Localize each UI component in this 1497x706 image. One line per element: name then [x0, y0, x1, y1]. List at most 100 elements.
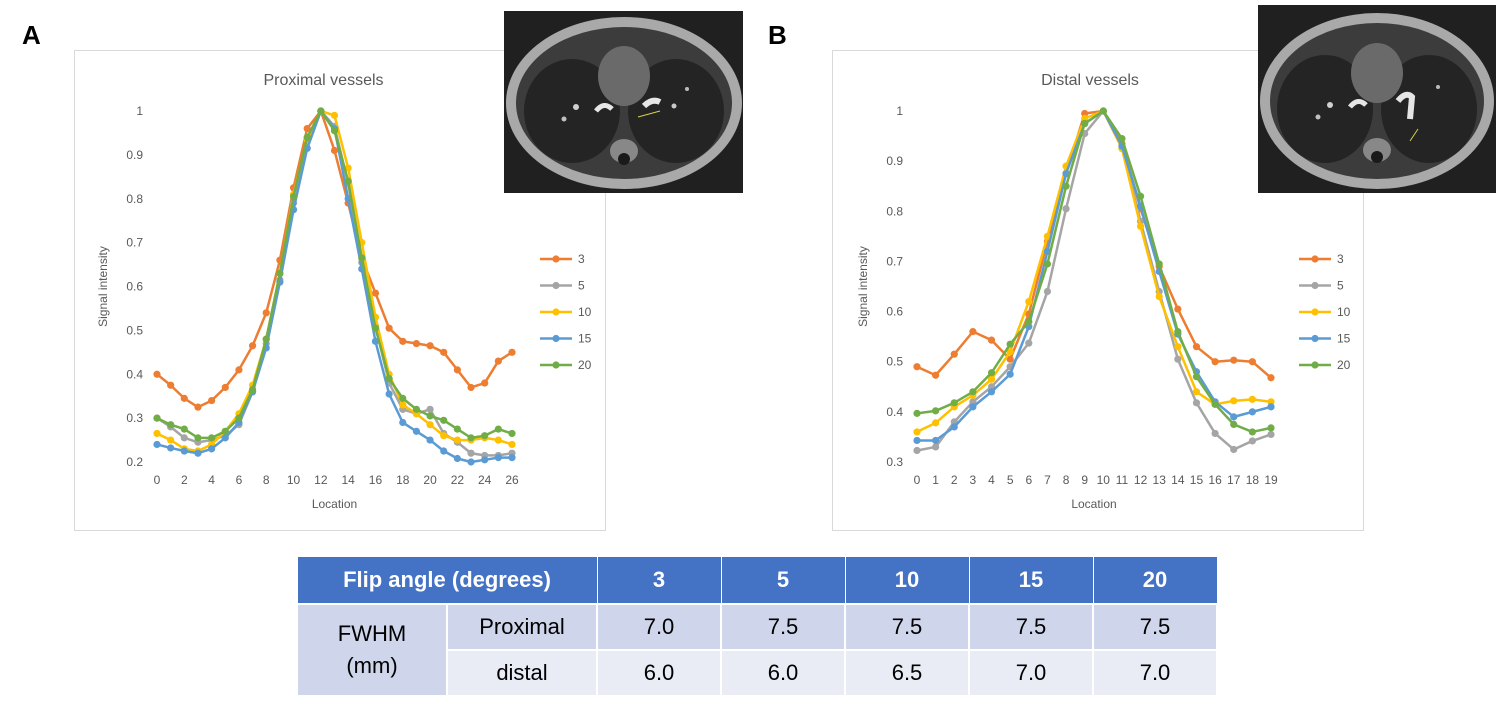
y-tick-label: 0.7 [126, 236, 143, 250]
x-tick-label: 5 [1007, 473, 1014, 487]
x-tick-label: 4 [208, 473, 215, 487]
data-point [276, 269, 284, 277]
data-point [153, 370, 161, 378]
data-point [1230, 420, 1238, 428]
data-point [358, 254, 366, 262]
legend-marker [552, 361, 560, 369]
data-point [1081, 114, 1089, 123]
data-point [1006, 355, 1014, 363]
y-tick-label: 0.2 [126, 455, 143, 469]
data-point [481, 379, 489, 387]
data-point [167, 436, 175, 444]
data-point [385, 390, 393, 398]
data-point [330, 127, 339, 135]
data-point [221, 427, 229, 435]
series-line-20 [916, 109, 1272, 434]
data-point [194, 449, 202, 457]
flip-angle-header: Flip angle (degrees) [296, 556, 598, 605]
data-point [932, 443, 940, 451]
table-cell: 7.0 [968, 649, 1094, 697]
distal-vessels-chart: Distal vessels 0.3 0.4 0.5 0.6 0.7 0.8 0.9 1 Sign… [856, 72, 1351, 511]
legend-marker [1311, 361, 1319, 369]
legend-label: 10 [578, 305, 592, 319]
data-point [399, 337, 407, 345]
x-tick-label: 2 [951, 473, 958, 487]
x-tick-label: 26 [505, 473, 519, 487]
proximal-vessels-chart: Proximal vessels 0.2 0.3 0.4 0.5 0.6 0.7 0.8 0.9… [96, 72, 592, 511]
data-point [194, 403, 202, 411]
legend-marker [1311, 281, 1319, 290]
data-point [1136, 222, 1145, 230]
data-point [303, 124, 311, 133]
data-point [412, 339, 421, 348]
data-point [453, 436, 461, 444]
data-point [1062, 205, 1070, 213]
data-point [453, 366, 461, 374]
data-point [467, 383, 475, 392]
y-tick-label: 0.3 [886, 455, 903, 469]
y-tick-label: 0.6 [126, 280, 143, 294]
panel-a-label: A [22, 20, 41, 50]
data-point [1230, 356, 1238, 364]
data-point [385, 375, 393, 383]
data-point [1248, 395, 1256, 403]
data-point [913, 409, 921, 417]
mri-inset-proximal [504, 11, 743, 193]
table-row: distal 6.0 6.0 6.5 7.0 7.0 [297, 649, 1218, 697]
y-tick-label: 0.7 [886, 254, 903, 268]
x-tick-label: 6 [1025, 473, 1032, 487]
data-point [235, 414, 243, 422]
data-point [1043, 287, 1052, 296]
table-cell: 6.0 [720, 649, 846, 697]
data-point [932, 407, 940, 415]
flip-angle-cell: 20 [1092, 556, 1218, 605]
x-tick-label: 24 [478, 473, 492, 487]
x-tick-label: 7 [1044, 473, 1051, 487]
x-tick-label: 18 [1246, 473, 1260, 487]
data-point [494, 454, 502, 462]
data-point [208, 445, 216, 453]
mri-scan-image [504, 11, 743, 193]
data-point [262, 335, 270, 343]
data-point [932, 419, 940, 427]
data-point [440, 348, 448, 356]
data-point [1248, 437, 1256, 445]
data-point [1043, 232, 1052, 240]
table-cell: 6.0 [596, 649, 722, 697]
data-point [913, 363, 921, 371]
data-point [1043, 260, 1052, 268]
data-point [1230, 413, 1238, 421]
data-point [262, 309, 270, 317]
data-point [1267, 424, 1275, 432]
row-label: distal [446, 649, 598, 697]
data-point [508, 440, 516, 449]
data-point [913, 436, 921, 445]
data-point [194, 434, 202, 442]
data-point [932, 371, 940, 379]
data-point [440, 432, 448, 440]
data-point [913, 446, 921, 455]
x-tick-label: 8 [1063, 473, 1070, 487]
data-point [969, 388, 977, 396]
fwhm-table: Flip angle (degrees) 3 5 10 15 20 FWHM (… [296, 556, 1218, 697]
series-line-5 [916, 109, 1272, 452]
series-line-3 [916, 109, 1272, 379]
x-tick-label: 8 [263, 473, 270, 487]
data-point [1267, 430, 1275, 439]
y-tick-label: 0.9 [886, 154, 903, 168]
x-tick-label: 12 [314, 473, 328, 487]
data-point [317, 107, 325, 115]
data-point [481, 456, 489, 464]
table-cell: 7.5 [968, 603, 1094, 651]
x-tick-label: 4 [988, 473, 995, 487]
flip-angle-cell: 10 [844, 556, 970, 605]
legend-label: 5 [578, 279, 585, 293]
chart-title: Proximal vessels [263, 72, 383, 89]
data-point [508, 454, 516, 462]
flip-angle-cell: 15 [968, 556, 1094, 605]
data-point [208, 434, 216, 442]
legend-marker [552, 334, 560, 343]
data-point [1062, 182, 1070, 190]
data-point [153, 440, 161, 449]
data-point [508, 348, 516, 356]
